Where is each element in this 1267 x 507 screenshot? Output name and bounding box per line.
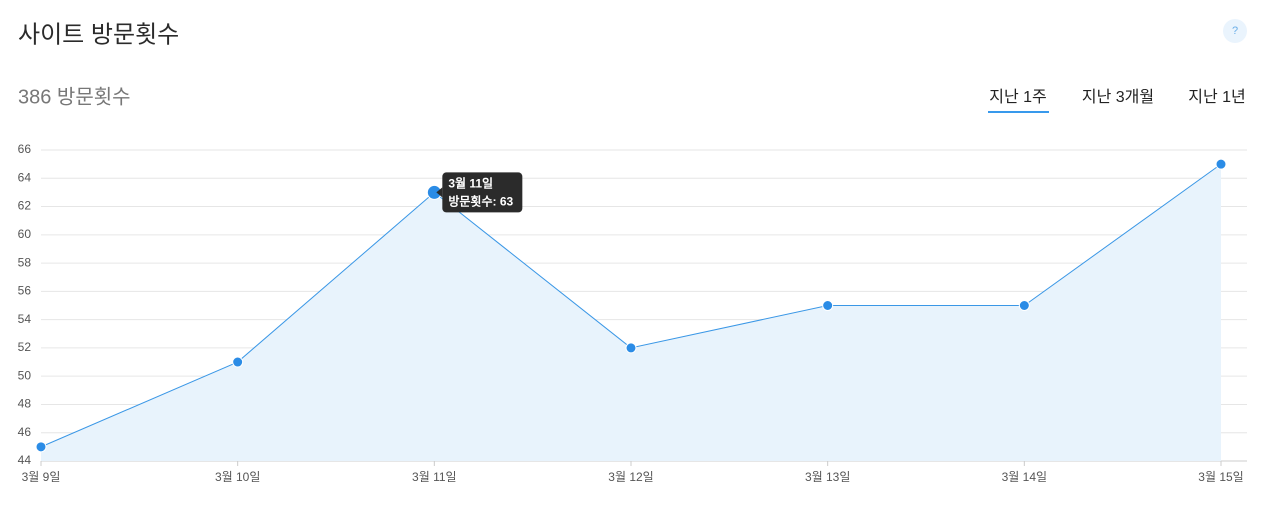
tooltip-label: 방문횟수: 63 — [448, 194, 513, 209]
y-tick-label: 66 — [18, 142, 32, 156]
point — [822, 300, 834, 311]
y-tick-label: 48 — [18, 397, 32, 411]
x-tick-label: 3월 15일 — [1198, 470, 1243, 484]
area — [41, 164, 1221, 462]
y-tick-label: 60 — [18, 227, 32, 241]
tab[interactable]: 지난 1년 — [1188, 88, 1246, 106]
y-tick-label: 46 — [18, 425, 32, 439]
tooltip-title: 3월 11일 — [448, 176, 493, 191]
y-tick-label: 58 — [18, 255, 32, 269]
y-tick-label: 50 — [18, 368, 32, 382]
plot: 44 46 48 50 52 54 56 58 60 62 64 66 3월 9일 3월 10일 3월 11… — [18, 142, 1247, 484]
x-tick-label: 3월 14일 — [1002, 470, 1047, 484]
x-tick-label: 3월 13일 — [805, 470, 850, 484]
tooltip-arrow — [436, 187, 443, 198]
point — [35, 441, 47, 453]
tab-underline — [988, 111, 1049, 113]
y-tick-label: 56 — [18, 284, 32, 298]
point — [1215, 158, 1227, 170]
y-tick-label: 54 — [18, 312, 32, 326]
help-icon[interactable]: ? — [1232, 25, 1238, 37]
title: 사이트 방문횟수 — [18, 21, 179, 48]
y-tick-label: 62 — [18, 199, 32, 213]
y-tick-label: 52 — [18, 340, 32, 354]
tooltip — [442, 172, 523, 213]
point — [232, 356, 244, 368]
x-tick-label: 3월 12일 — [608, 470, 653, 484]
y-tick-label: 64 — [18, 170, 32, 184]
tab-active[interactable]: 지난 1주 — [989, 88, 1047, 106]
point — [1018, 300, 1030, 311]
x-tick-label: 3월 10일 — [215, 470, 260, 484]
tab[interactable]: 지난 3개월 — [1082, 88, 1154, 106]
x-tick-label: 3월 11일 — [412, 470, 457, 484]
y-tick-label: 44 — [18, 453, 32, 467]
x-tick-label: 3월 9일 — [22, 470, 61, 484]
help-button[interactable] — [1223, 19, 1247, 43]
summary: 386 방문횟수 — [18, 85, 131, 108]
point — [625, 342, 637, 354]
